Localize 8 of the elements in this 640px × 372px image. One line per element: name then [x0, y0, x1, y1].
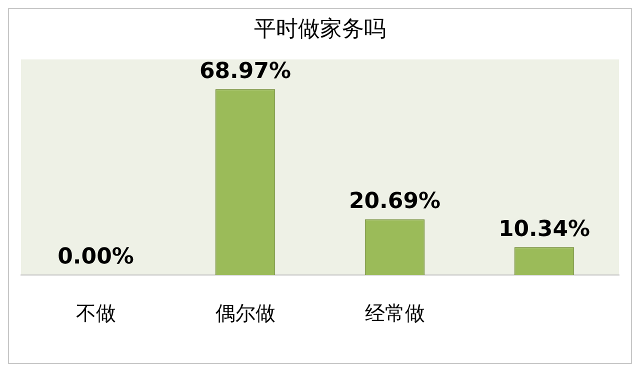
x-tick-label: 偶尔做	[215, 301, 276, 326]
data-label: 10.34%	[498, 216, 590, 242]
data-label: 0.00%	[58, 244, 134, 270]
x-tick-label: 经常做	[364, 301, 425, 326]
data-label: 68.97%	[199, 58, 292, 84]
x-tick-label: 不做	[76, 301, 116, 326]
data-label: 20.69%	[348, 188, 441, 214]
chart-title: 平时做家务吗	[254, 16, 386, 42]
